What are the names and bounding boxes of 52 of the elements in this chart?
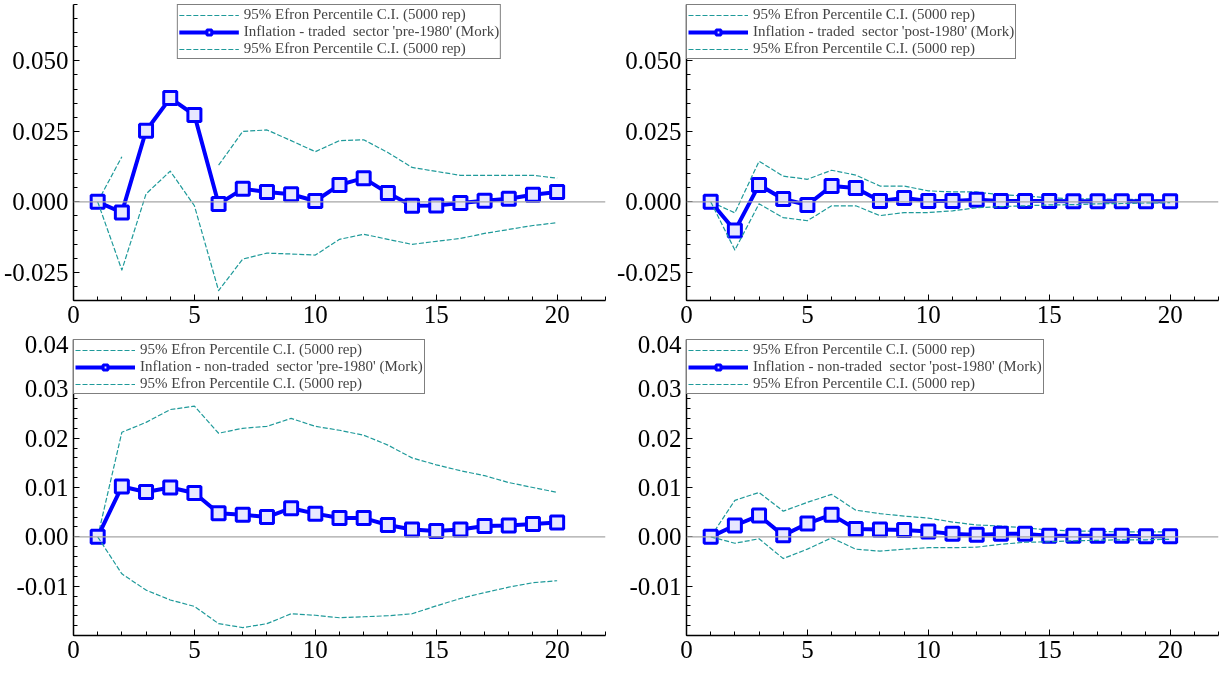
y-tick-label: 0.025 bbox=[12, 117, 69, 145]
y-tick-label: 0.050 bbox=[625, 47, 682, 75]
x-tick-label: 0 bbox=[67, 635, 80, 663]
x-tick-label: 20 bbox=[544, 300, 570, 328]
legend-label: Inflation - non-traded sector 'post-1980' (Mork) bbox=[753, 358, 1042, 375]
x-tick-label: 10 bbox=[302, 635, 328, 663]
y-tick-label: 0.02 bbox=[24, 424, 69, 452]
x-tick-label: 15 bbox=[1036, 300, 1062, 328]
y-tick-label: -0.025 bbox=[616, 258, 682, 286]
y-tick-label: 0.00 bbox=[24, 523, 69, 551]
y-tick-label: -0.025 bbox=[3, 258, 69, 286]
legend-label: 95% Efron Percentile C.I. (5000 rep) bbox=[753, 40, 976, 57]
x-tick-label: 20 bbox=[544, 635, 570, 663]
y-tick-label: 0.01 bbox=[637, 474, 682, 501]
y-tick-label: 0.000 bbox=[12, 188, 69, 216]
legend-label: 95% Efron Percentile C.I. (5000 rep) bbox=[243, 40, 466, 57]
y-tick-label: 0.03 bbox=[24, 375, 69, 403]
x-tick-label: 5 bbox=[801, 300, 814, 328]
legend-label: Inflation - traded sector 'post-1980' (Mork) bbox=[753, 23, 1015, 40]
x-tick-label: 5 bbox=[188, 300, 201, 328]
x-tick-label: 20 bbox=[1157, 300, 1183, 328]
x-tick-label: 5 bbox=[188, 635, 201, 663]
y-tick-label: 0.025 bbox=[625, 117, 682, 145]
y-tick-label: 0.03 bbox=[637, 375, 682, 403]
x-tick-label: 20 bbox=[1157, 635, 1183, 663]
legend-label: Inflation - non-traded sector 'pre-1980' (Mork) bbox=[140, 358, 423, 375]
legend-label: 95% Efron Percentile C.I. (5000 rep) bbox=[753, 341, 976, 358]
legend-label: Inflation - traded sector 'pre-1980' (Mork) bbox=[243, 23, 500, 40]
x-tick-label: 15 bbox=[423, 300, 449, 328]
y-tick-label: 0.04 bbox=[637, 330, 682, 358]
y-tick-label: -0.01 bbox=[629, 572, 682, 600]
y-tick-label: 0.050 bbox=[12, 47, 69, 75]
legend-label: 95% Efron Percentile C.I. (5000 rep) bbox=[140, 375, 363, 392]
y-tick-label: 0.000 bbox=[625, 188, 682, 216]
x-tick-label: 0 bbox=[680, 300, 693, 328]
legend-label: 95% Efron Percentile C.I. (5000 rep) bbox=[243, 6, 466, 23]
y-tick-label: 0.01 bbox=[24, 474, 69, 501]
x-tick-label: 10 bbox=[302, 300, 328, 328]
x-tick-label: 15 bbox=[423, 635, 449, 663]
x-tick-label: 5 bbox=[801, 635, 814, 663]
x-tick-label: 0 bbox=[67, 300, 80, 328]
y-tick-label: 0.04 bbox=[24, 330, 69, 358]
x-tick-label: 10 bbox=[915, 635, 941, 663]
x-tick-label: 15 bbox=[1036, 635, 1062, 663]
y-tick-label: 0.00 bbox=[637, 523, 682, 551]
legend-label: 95% Efron Percentile C.I. (5000 rep) bbox=[753, 375, 976, 392]
x-tick-label: 0 bbox=[680, 635, 693, 663]
legend-label: 95% Efron Percentile C.I. (5000 rep) bbox=[140, 341, 363, 358]
y-tick-label: 0.02 bbox=[637, 424, 682, 452]
x-tick-label: 10 bbox=[915, 300, 941, 328]
legend-label: 95% Efron Percentile C.I. (5000 rep) bbox=[753, 6, 976, 23]
y-tick-label: -0.01 bbox=[16, 572, 69, 600]
